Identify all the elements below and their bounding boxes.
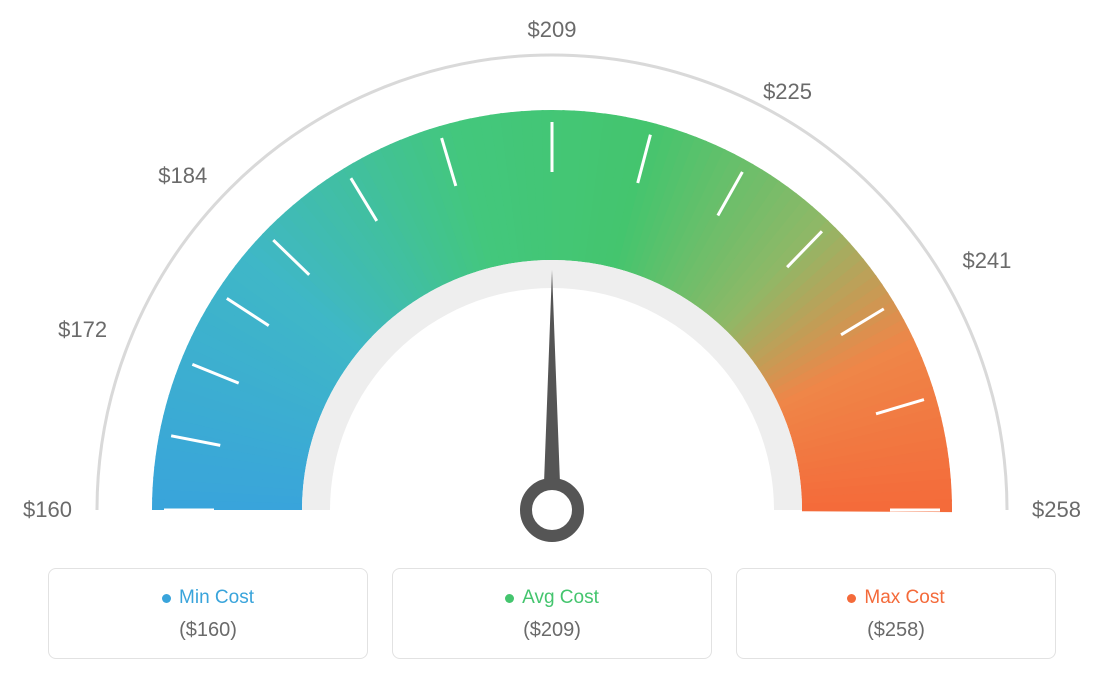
legend-title-text: Min Cost	[179, 587, 254, 609]
legend-card-max: Max Cost ($258)	[736, 568, 1056, 659]
legend-title-text: Avg Cost	[522, 587, 599, 609]
legend-dot	[847, 594, 856, 603]
gauge-tick-label: $258	[1032, 497, 1081, 522]
gauge-tick-label: $225	[763, 79, 812, 104]
legend-card-min: Min Cost ($160)	[48, 568, 368, 659]
legend-card-avg: Avg Cost ($209)	[392, 568, 712, 659]
legend-dot	[162, 594, 171, 603]
legend-value: ($258)	[749, 619, 1043, 642]
legend-dot	[505, 594, 514, 603]
gauge-tick-label: $241	[962, 248, 1011, 273]
gauge-needle-hub	[526, 484, 578, 536]
legend-title: Max Cost	[847, 587, 944, 609]
gauge-chart: $160 $172 $184 $209 $225 $241 $258	[0, 0, 1104, 560]
legend-title-text: Max Cost	[864, 587, 944, 609]
gauge-tick-label: $160	[23, 497, 72, 522]
gauge-svg: $160 $172 $184 $209 $225 $241 $258	[0, 0, 1104, 560]
gauge-tick-label: $172	[58, 317, 107, 342]
legend-value: ($209)	[405, 619, 699, 642]
legend-title: Avg Cost	[505, 587, 599, 609]
legend-row: Min Cost ($160) Avg Cost ($209) Max Cost ($25…	[0, 568, 1104, 659]
gauge-needle	[543, 270, 561, 510]
legend-value: ($160)	[61, 619, 355, 642]
legend-title: Min Cost	[162, 587, 254, 609]
gauge-tick-label: $209	[528, 17, 577, 42]
gauge-tick-label: $184	[158, 163, 207, 188]
